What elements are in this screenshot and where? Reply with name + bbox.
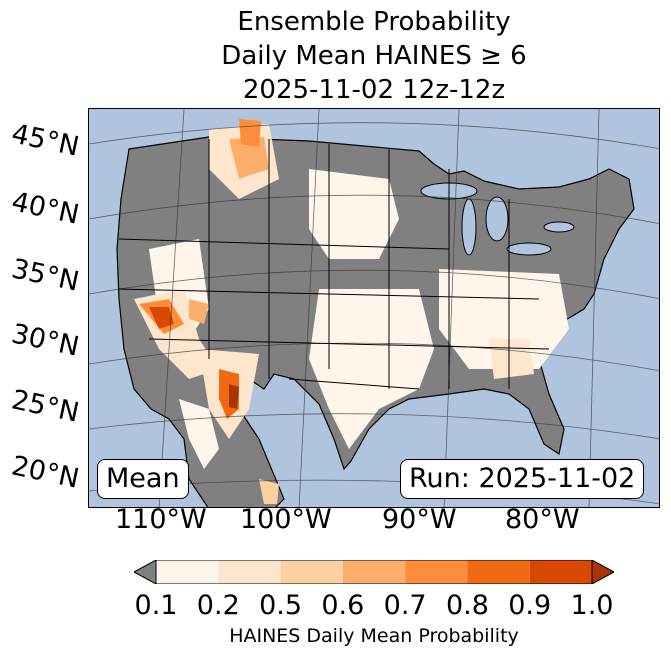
title-line-3: 2025-11-02 12z-12z [242, 75, 506, 105]
colorbar-label: HAINES Daily Mean Probability [229, 625, 519, 647]
colorbar [134, 560, 614, 584]
colorbar-under-arrow [134, 560, 157, 584]
lat-label: 25°N [8, 384, 82, 429]
colorbar-segment [467, 560, 530, 584]
lake-huron [485, 196, 509, 242]
statistic-box: Mean [97, 459, 189, 499]
colorbar-segment [529, 560, 592, 584]
lat-label: 20°N [8, 450, 82, 495]
title-line-1: Ensemble Probability [237, 7, 511, 37]
conus-probability-map [89, 109, 659, 507]
colorbar-tick-label: 0.9 [508, 590, 552, 621]
colorbar-over-arrow [591, 560, 614, 584]
colorbar-tick-label: 1.0 [570, 590, 614, 621]
state-borders [118, 139, 550, 390]
lake-michigan [461, 198, 477, 256]
colorbar-frame [155, 560, 593, 584]
lake-erie [506, 242, 552, 256]
colorbar-segment [405, 560, 468, 584]
lake-ontario [543, 221, 575, 233]
lat-label: 45°N [8, 118, 82, 163]
probability-patches [134, 119, 569, 504]
run-date-box: Run: 2025-11-02 [400, 459, 645, 499]
lon-label: 80°W [505, 504, 580, 535]
lon-label: 110°W [115, 504, 207, 535]
lon-label: 100°W [240, 504, 332, 535]
colorbar-tick-label: 0.1 [134, 590, 178, 621]
colorbar-tick-label: 0.5 [259, 590, 303, 621]
colorbar-tick-label: 0.8 [445, 590, 489, 621]
title-line-2: Daily Mean HAINES ≥ 6 [221, 41, 527, 71]
lat-label: 35°N [8, 253, 82, 298]
colorbar-segment [342, 560, 406, 584]
map-panel [88, 108, 660, 508]
lat-label: 30°N [8, 318, 82, 363]
colorbar-tick-label: 0.7 [383, 590, 427, 621]
lon-label: 90°W [382, 504, 457, 535]
colorbar-segment [156, 560, 219, 584]
colorbar-tick-label: 0.2 [196, 590, 240, 621]
lat-label: 40°N [8, 186, 82, 231]
colorbar-segment [280, 560, 343, 584]
colorbar-tick-label: 0.6 [321, 590, 365, 621]
colorbar-segment [218, 560, 281, 584]
